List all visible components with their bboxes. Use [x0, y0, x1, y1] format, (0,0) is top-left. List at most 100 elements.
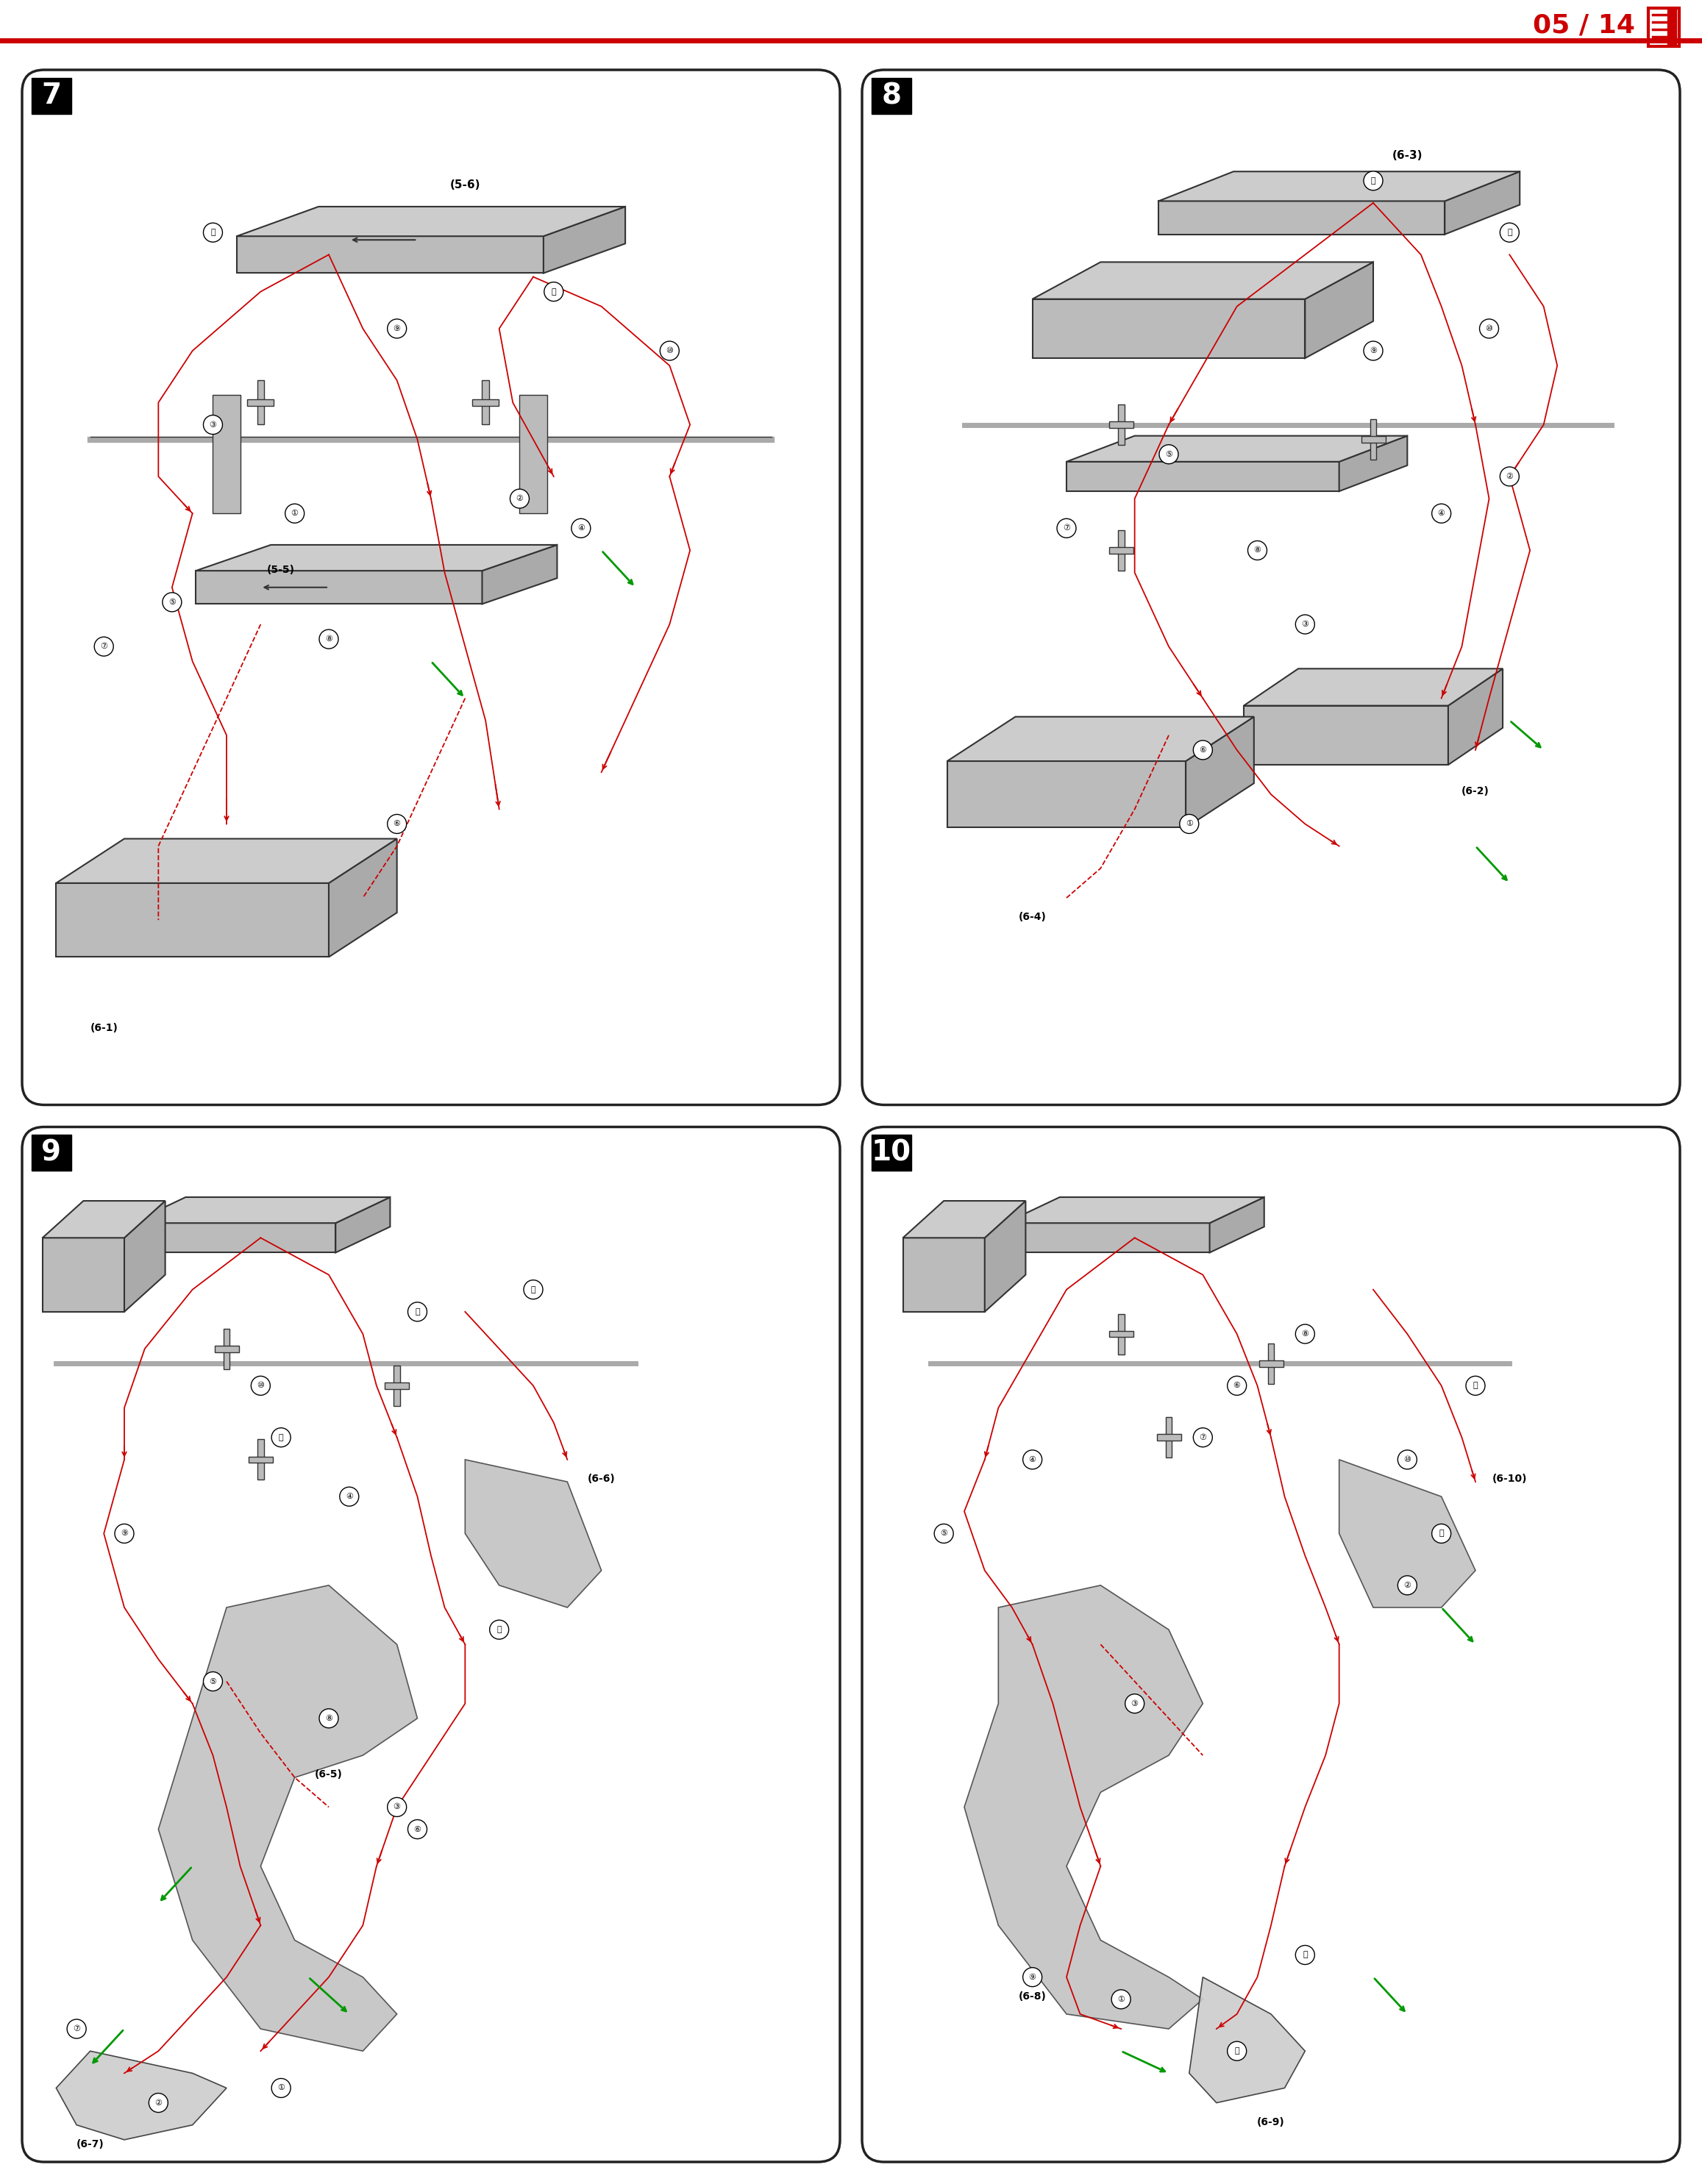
- Text: ⑪: ⑪: [1370, 177, 1375, 183]
- Text: ⑤: ⑤: [168, 598, 175, 605]
- Polygon shape: [131, 1223, 335, 1254]
- Text: (6-4): (6-4): [1018, 913, 1047, 922]
- Text: ④: ④: [1028, 1457, 1037, 1463]
- Polygon shape: [1186, 716, 1254, 828]
- Polygon shape: [56, 839, 397, 882]
- Polygon shape: [1157, 1435, 1181, 1441]
- Polygon shape: [1110, 548, 1134, 553]
- Circle shape: [1295, 1946, 1314, 1963]
- Text: ①: ①: [291, 509, 298, 518]
- Polygon shape: [158, 1586, 417, 2051]
- Text: ⑩: ⑩: [1486, 325, 1493, 332]
- Text: ⑩: ⑩: [1404, 1457, 1411, 1463]
- Polygon shape: [257, 380, 264, 424]
- Polygon shape: [43, 1201, 165, 1238]
- Polygon shape: [904, 1201, 1026, 1238]
- Polygon shape: [213, 395, 240, 513]
- Circle shape: [320, 629, 339, 649]
- Polygon shape: [393, 1365, 400, 1406]
- Text: (6-3): (6-3): [1392, 151, 1423, 162]
- Polygon shape: [1210, 1197, 1265, 1254]
- Circle shape: [408, 1819, 427, 1839]
- Circle shape: [94, 638, 114, 655]
- Text: ④: ④: [346, 1494, 352, 1500]
- Text: ①: ①: [1186, 821, 1193, 828]
- FancyBboxPatch shape: [1648, 9, 1680, 46]
- Text: ⑫: ⑫: [551, 288, 557, 295]
- Circle shape: [252, 1376, 271, 1396]
- Polygon shape: [1190, 1977, 1305, 2103]
- Text: ②: ②: [516, 496, 523, 502]
- Text: (5-6): (5-6): [449, 179, 480, 190]
- Polygon shape: [56, 882, 328, 957]
- Circle shape: [1159, 446, 1178, 463]
- Text: ⑥: ⑥: [1234, 1382, 1241, 1389]
- Text: ⑭: ⑭: [1472, 1382, 1477, 1389]
- FancyBboxPatch shape: [1668, 9, 1676, 46]
- Text: ⑦: ⑦: [100, 642, 107, 651]
- Circle shape: [511, 489, 529, 509]
- Polygon shape: [519, 395, 546, 513]
- Polygon shape: [948, 716, 1254, 760]
- Polygon shape: [247, 400, 274, 406]
- Circle shape: [572, 518, 591, 537]
- Text: ⑤: ⑤: [209, 1677, 216, 1686]
- Circle shape: [388, 319, 407, 339]
- Circle shape: [1499, 467, 1520, 487]
- Text: ⑩: ⑩: [665, 347, 674, 354]
- Polygon shape: [328, 839, 397, 957]
- Polygon shape: [1339, 1459, 1476, 1607]
- Text: ⑫: ⑫: [1302, 1950, 1307, 1959]
- Polygon shape: [385, 1382, 408, 1389]
- Circle shape: [66, 2020, 87, 2038]
- Polygon shape: [1159, 173, 1520, 201]
- Circle shape: [934, 1524, 953, 1544]
- Text: ③: ③: [1302, 620, 1309, 629]
- Polygon shape: [1339, 437, 1408, 491]
- Circle shape: [1295, 1324, 1314, 1343]
- Circle shape: [1431, 1524, 1450, 1544]
- Text: ⑫: ⑫: [1506, 229, 1511, 236]
- Text: 9: 9: [41, 1140, 61, 1166]
- Circle shape: [388, 1797, 407, 1817]
- Text: ①: ①: [1117, 1996, 1125, 2003]
- Polygon shape: [257, 1439, 264, 1481]
- Polygon shape: [948, 760, 1186, 828]
- Text: ⑤: ⑤: [940, 1529, 948, 1538]
- Polygon shape: [1118, 531, 1125, 570]
- Circle shape: [286, 505, 305, 522]
- Text: (6-7): (6-7): [77, 2138, 104, 2149]
- FancyBboxPatch shape: [22, 70, 841, 1105]
- Polygon shape: [1110, 422, 1134, 428]
- Text: ③: ③: [209, 422, 216, 428]
- Text: ③: ③: [1132, 1699, 1139, 1708]
- Text: (5-5): (5-5): [267, 563, 294, 574]
- Text: ⑧: ⑧: [325, 1714, 332, 1721]
- Polygon shape: [1067, 437, 1408, 461]
- Polygon shape: [1445, 173, 1520, 234]
- Circle shape: [1431, 505, 1450, 522]
- Circle shape: [1227, 2042, 1246, 2062]
- FancyBboxPatch shape: [871, 79, 911, 114]
- Text: ⑥: ⑥: [393, 821, 400, 828]
- Text: (6-1): (6-1): [90, 1022, 117, 1033]
- Circle shape: [114, 1524, 134, 1544]
- Text: ⑨: ⑨: [1370, 347, 1377, 354]
- Polygon shape: [196, 570, 482, 605]
- Polygon shape: [543, 207, 625, 273]
- Polygon shape: [237, 236, 543, 273]
- Circle shape: [545, 282, 563, 301]
- Polygon shape: [1110, 1330, 1134, 1337]
- Circle shape: [272, 2079, 291, 2097]
- Polygon shape: [1305, 262, 1374, 358]
- Text: ①: ①: [277, 2084, 284, 2092]
- Circle shape: [1479, 319, 1499, 339]
- Polygon shape: [1118, 1315, 1125, 1354]
- Text: ⑬: ⑬: [279, 1433, 284, 1441]
- Circle shape: [1227, 1376, 1246, 1396]
- Circle shape: [524, 1280, 543, 1299]
- Circle shape: [203, 1671, 223, 1690]
- Text: ⑨: ⑨: [121, 1529, 128, 1538]
- Polygon shape: [465, 1459, 601, 1607]
- Polygon shape: [471, 400, 499, 406]
